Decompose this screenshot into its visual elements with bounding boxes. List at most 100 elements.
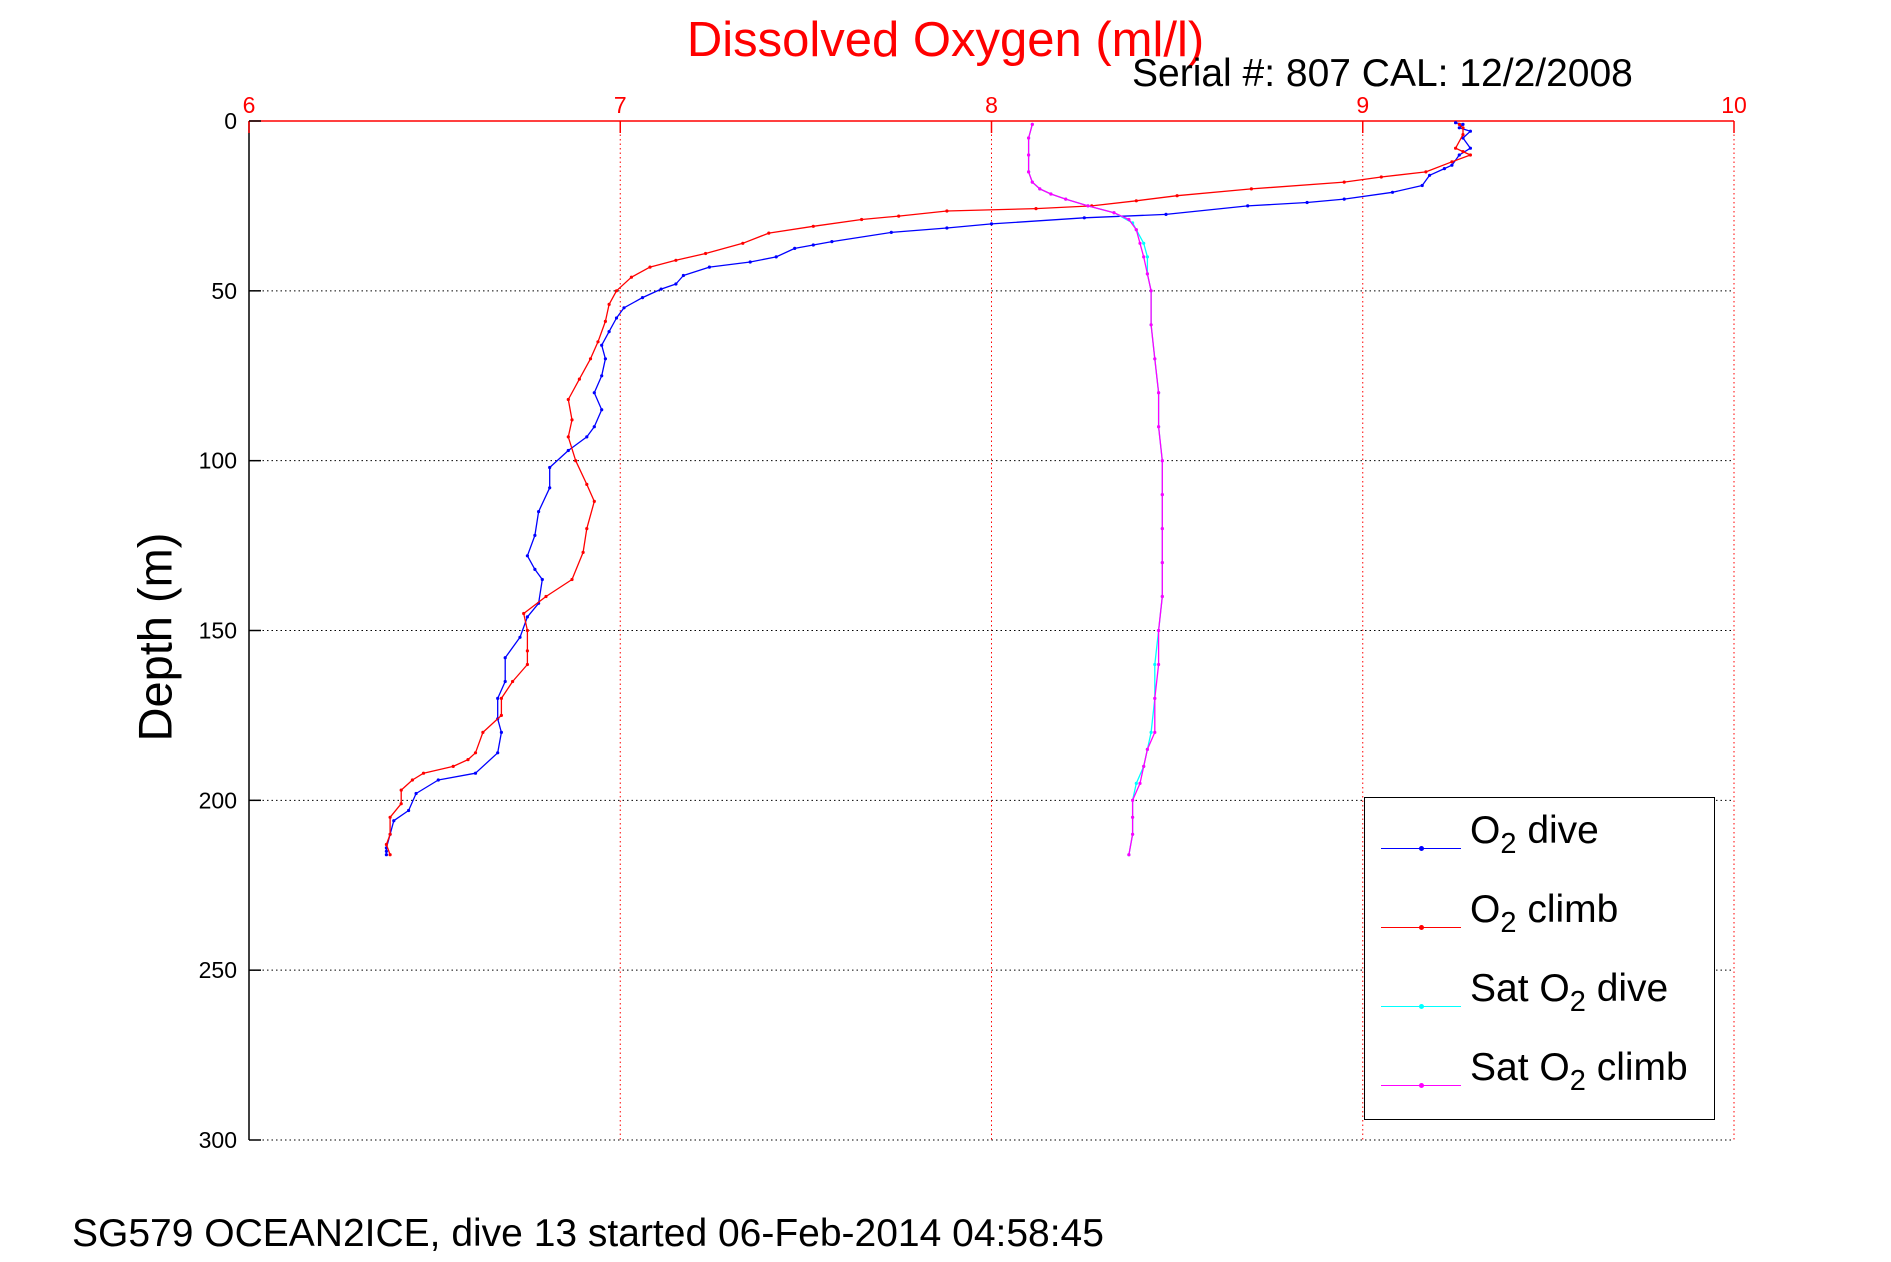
data-point-sat-o2-climb: [1142, 764, 1146, 769]
data-point-o2-dive: [499, 730, 503, 735]
data-point-o2-dive: [496, 696, 500, 701]
x-tick-label: 8: [985, 92, 998, 118]
data-point-sat-o2-climb: [1153, 357, 1157, 361]
data-point-sat-o2-climb: [1030, 180, 1034, 184]
data-point-o2-climb: [614, 289, 619, 293]
data-point-sat-o2-climb: [1149, 323, 1153, 327]
x-tick-label: 9: [1356, 92, 1369, 118]
data-point-o2-dive: [1342, 197, 1346, 201]
data-point-sat-o2-climb: [1149, 289, 1153, 293]
data-point-o2-climb: [592, 499, 596, 503]
data-point-o2-climb: [388, 815, 392, 819]
data-point-o2-climb: [473, 751, 478, 755]
legend: O2 dive O2 climb Sat O2 dive Sat O2 clim…: [1364, 797, 1715, 1120]
data-point-o2-climb: [1424, 170, 1428, 174]
data-point-o2-dive: [592, 425, 596, 429]
data-point-o2-climb: [399, 788, 403, 792]
data-point-o2-dive: [1468, 146, 1472, 150]
data-point-o2-dive: [830, 240, 834, 244]
data-point-sat-o2-climb: [1112, 211, 1116, 215]
data-point-o2-climb: [1461, 150, 1465, 154]
legend-label-sat-o2-climb: Sat O2 climb: [1470, 1046, 1688, 1097]
y-tick-label: 100: [199, 448, 237, 474]
data-point-o2-climb: [566, 397, 570, 402]
data-point-o2-climb: [581, 550, 585, 555]
data-point-sat-o2-climb: [1160, 594, 1164, 599]
data-point-o2-climb: [544, 594, 548, 599]
data-point-sat-o2-dive: [1134, 781, 1138, 786]
data-point-sat-o2-climb: [1157, 628, 1161, 633]
data-point-sat-o2-climb: [1086, 204, 1090, 208]
data-point-sat-o2-dive: [1142, 241, 1146, 245]
data-point-o2-dive: [1461, 122, 1465, 126]
legend-item-o2-dive: O2 dive: [1365, 803, 1714, 863]
data-point-o2-dive: [566, 448, 570, 453]
data-point-o2-dive: [518, 635, 522, 639]
data-point-sat-o2-climb: [1153, 730, 1157, 735]
data-point-o2-dive: [707, 265, 712, 269]
y-tick-label: 250: [199, 957, 237, 983]
legend-label-o2-climb: O2 climb: [1470, 888, 1619, 939]
data-point-o2-dive: [1305, 200, 1309, 205]
data-point-sat-o2-climb: [1131, 832, 1135, 836]
data-point-o2-dive: [585, 435, 589, 439]
legend-label-o2-dive: O2 dive: [1470, 809, 1599, 860]
data-point-o2-dive: [640, 296, 645, 300]
data-point-o2-climb: [481, 730, 485, 735]
data-point-o2-dive: [659, 287, 663, 291]
data-point-o2-climb: [499, 713, 503, 718]
data-point-o2-climb: [945, 209, 949, 213]
data-point-o2-climb: [767, 231, 771, 235]
data-point-o2-climb: [522, 611, 526, 616]
data-point-o2-climb: [1461, 126, 1465, 130]
data-point-o2-dive: [811, 243, 815, 247]
data-point-o2-dive: [533, 533, 537, 538]
data-point-o2-climb: [388, 832, 392, 836]
data-point-o2-dive: [1457, 153, 1461, 157]
data-point-o2-dive: [1082, 216, 1086, 220]
data-point-o2-climb: [525, 662, 530, 667]
data-point-o2-dive: [1164, 212, 1168, 216]
data-point-o2-climb: [1034, 207, 1038, 211]
data-point-sat-o2-climb: [1160, 459, 1164, 463]
data-point-sat-o2-dive: [1149, 730, 1153, 735]
series-line-o2-dive: [385, 122, 1472, 855]
data-point-o2-climb: [897, 214, 901, 218]
data-point-sat-o2-climb: [1145, 747, 1149, 752]
data-point-o2-dive: [681, 273, 686, 278]
legend-item-sat-o2-dive: Sat O2 dive: [1365, 961, 1714, 1021]
data-point-sat-o2-climb: [1160, 527, 1164, 531]
y-tick-label: 300: [199, 1127, 237, 1153]
data-point-sat-o2-climb: [1138, 241, 1142, 245]
data-point-o2-dive: [1450, 163, 1454, 167]
data-point-o2-climb: [566, 435, 570, 439]
data-point-sat-o2-climb: [1160, 493, 1164, 497]
data-point-o2-climb: [384, 842, 388, 847]
data-point-sat-o2-climb: [1157, 662, 1161, 667]
data-point-o2-dive: [1457, 126, 1461, 130]
data-point-sat-o2-climb: [1027, 153, 1031, 157]
data-point-o2-dive: [1246, 204, 1250, 208]
data-point-o2-climb: [1342, 180, 1346, 184]
data-point-o2-dive: [614, 316, 619, 320]
data-point-o2-dive: [889, 230, 893, 234]
data-point-o2-dive: [774, 255, 778, 259]
data-point-o2-dive: [503, 656, 507, 660]
data-point-o2-dive: [1390, 190, 1395, 194]
data-point-o2-dive: [1454, 121, 1458, 125]
data-point-sat-o2-climb: [1064, 197, 1068, 201]
data-point-o2-dive: [600, 408, 604, 412]
data-point-sat-o2-climb: [1134, 228, 1138, 232]
data-point-o2-climb: [629, 275, 634, 279]
data-point-sat-o2-climb: [1160, 561, 1164, 565]
data-point-o2-climb: [499, 696, 503, 701]
data-point-sat-o2-climb: [1157, 391, 1161, 395]
data-point-o2-dive: [496, 751, 500, 755]
y-axis-label: Depth (m): [128, 532, 182, 742]
data-point-o2-dive: [592, 391, 596, 395]
data-point-sat-o2-climb: [1131, 798, 1135, 802]
data-point-sat-o2-dive: [1145, 255, 1149, 259]
serial-calibration-info: Serial #: 807 CAL: 12/2/2008: [1132, 52, 1633, 95]
